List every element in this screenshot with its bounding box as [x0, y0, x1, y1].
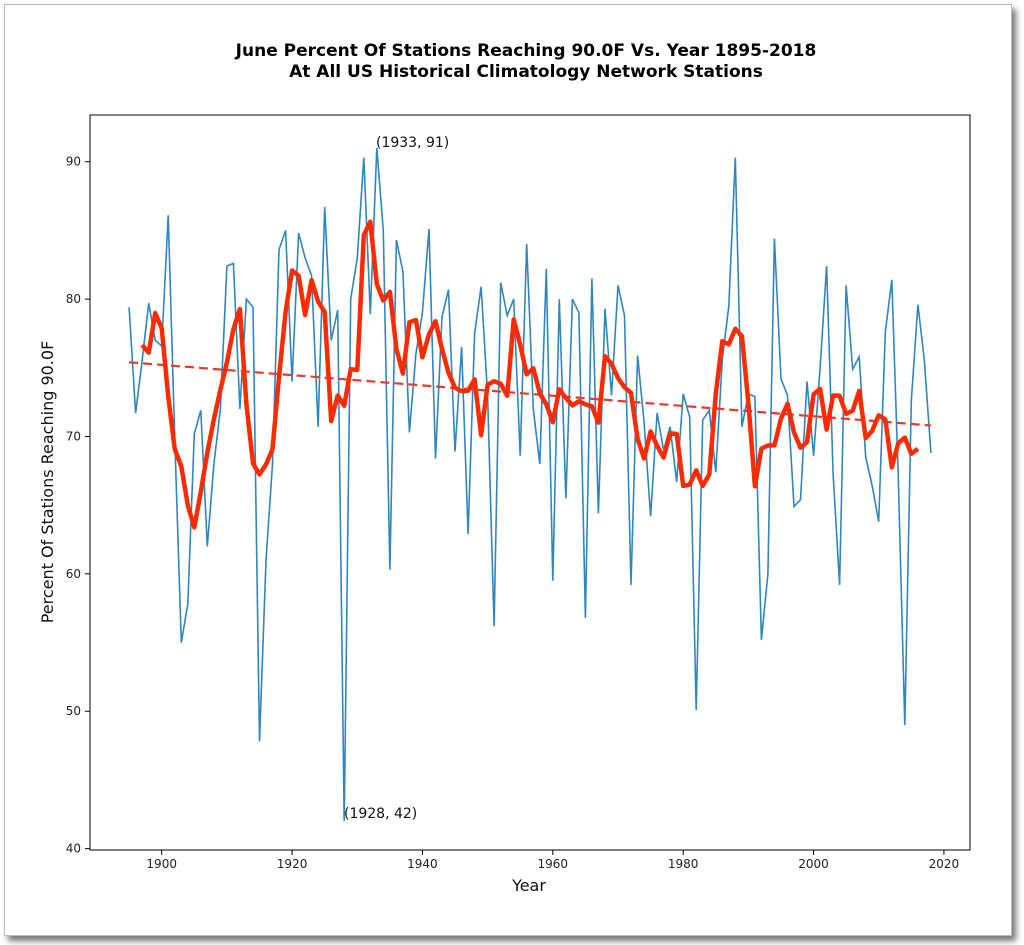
trend-line [129, 361, 931, 427]
y-tick-label: 80 [66, 292, 81, 306]
x-tick-label: 1980 [668, 857, 699, 871]
x-tick-label: 1920 [277, 857, 308, 871]
chart-frame [4, 4, 1012, 936]
y-tick-label: 70 [66, 429, 81, 443]
x-tick-label: 1960 [538, 857, 569, 871]
chart-title-line-2: At All US Historical Climatology Network… [289, 62, 763, 82]
y-tick-label: 90 [66, 155, 81, 169]
annotation-min: (1928, 42) [344, 806, 417, 822]
y-tick-label: 60 [66, 567, 81, 581]
x-axis-label: Year [511, 876, 546, 895]
series-line-moving-average [140, 219, 920, 530]
x-tick-label: 2000 [798, 857, 829, 871]
y-axis-label: Percent Of Stations Reaching 90.0F [38, 341, 57, 624]
y-tick-label: 40 [66, 842, 81, 856]
chart-title-line-1: June Percent Of Stations Reaching 90.0F … [235, 41, 817, 61]
plot-area [89, 114, 971, 851]
y-tick-label: 50 [66, 704, 81, 718]
x-tick-label: 1940 [407, 857, 438, 871]
series-line-percent [128, 147, 932, 822]
x-tick-label: 1900 [146, 857, 177, 871]
x-tick-label: 2020 [929, 857, 960, 871]
annotation-max: (1933, 91) [376, 135, 449, 151]
